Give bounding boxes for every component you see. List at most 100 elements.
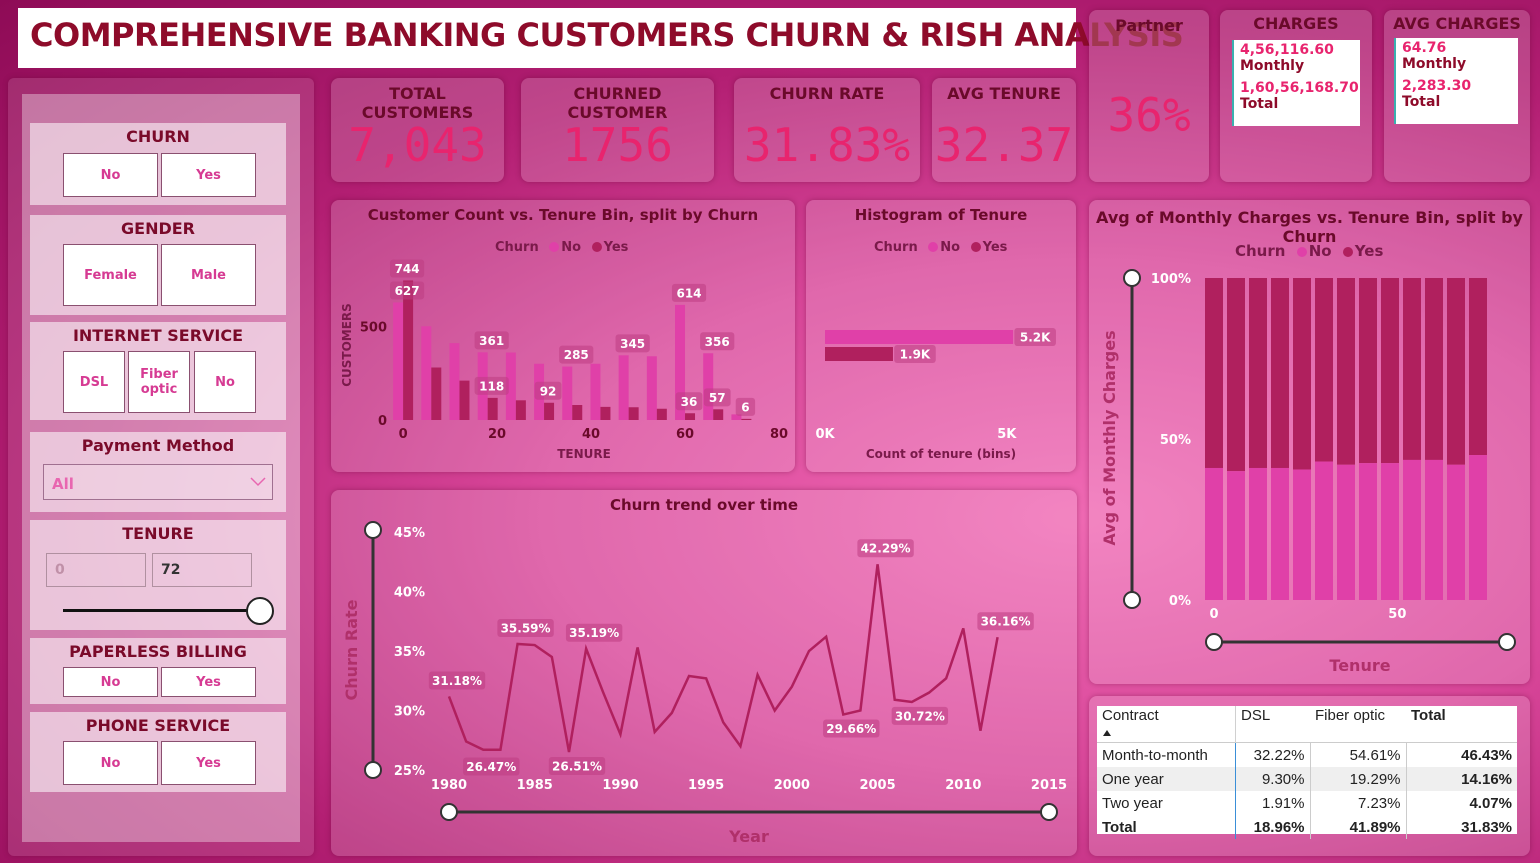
kpi-value: 31.83% [743,118,911,172]
kpi-label: CHURN RATE [769,84,885,103]
kpi-label: AVG TENURE [947,84,1061,103]
stack-bar-no [1227,471,1245,600]
gender-female-button[interactable]: Female [63,244,158,306]
matrix-cell: 54.61% [1310,742,1407,767]
data-label: 36.16% [981,615,1031,629]
matrix-cell: Total [1097,815,1236,839]
churn-yes-button[interactable]: Yes [161,153,256,197]
data-label-bg [474,331,509,350]
x-range-slider-handle [440,803,458,821]
x-tick-label: 5K [997,427,1017,442]
bar-yes [487,397,498,420]
avg-monthly-charges-card: Avg of Monthly Charges vs. Tenure Bin, s… [1089,200,1530,684]
bar-yes [544,402,555,420]
legend-no-swatch [928,242,939,252]
matrix-header-total[interactable]: Total [1411,707,1446,724]
matrix-total-row: Total 18.96% 41.89% 31.83% [1097,815,1517,839]
stack-bar-yes [1359,278,1377,464]
y-axis-label: Churn Rate [342,599,361,700]
bar-no [590,363,601,420]
internet-no-button[interactable]: No [194,351,256,413]
legend-no-label: No [561,240,582,255]
sort-ascending-icon [1103,730,1111,736]
legend-no-swatch [1296,247,1307,257]
x-tick-label: 1985 [517,778,553,793]
data-label-bg [671,283,707,302]
x-axis-label: Tenure [1329,656,1390,675]
chart-legend: Churn No Yes [495,240,628,255]
paperless-no-button[interactable]: No [63,667,158,697]
stack-bar-yes [1337,278,1355,465]
tenure-slider-handle[interactable] [246,597,274,625]
churn-no-button[interactable]: No [63,153,158,197]
x-tick-label: 2010 [945,778,981,793]
chart-title: Avg of Monthly Charges vs. Tenure Bin, s… [1096,208,1523,246]
kpi-value: 32.37 [934,118,1074,172]
slicer-title: TENURE [122,524,194,543]
y-tick-label: 100% [1151,272,1191,287]
x-tick-label: 60 [676,427,694,442]
phone-yes-button[interactable]: Yes [161,741,256,785]
matrix-header-dsl[interactable]: DSL [1241,707,1271,724]
y-axis-label: Avg of Monthly Charges [1100,330,1119,545]
stack-bar-yes [1205,278,1223,468]
y-tick-label: 50% [1160,433,1191,448]
data-label-bg [548,757,606,776]
stack-bar-no [1359,463,1377,600]
stacked-bar-chart: 0% 50% 100% 0 50 Tenure Avg of Monthly Charges [1100,269,1516,675]
stack-bar-yes [1425,278,1443,460]
data-label: 26.47% [466,760,516,774]
tenure-min-input[interactable]: 0 [46,553,146,587]
matrix-cell: 4.07% [1469,794,1512,812]
paperless-yes-button[interactable]: Yes [161,667,256,697]
x-range-slider-handle [1498,633,1516,651]
avg-charges-values: 64.76 Monthly 2,283.30 Total [1394,38,1518,124]
y-tick-label: 30% [394,705,425,720]
stack-bar-no [1337,464,1355,600]
x-tick-label: 1995 [688,778,724,793]
internet-dsl-button[interactable]: DSL [63,351,125,413]
slicer-title: GENDER [121,219,195,238]
tenure-max-input[interactable]: 72 [152,553,252,587]
matrix-cell: 32.22% [1235,742,1311,767]
y-range-slider-handle [364,761,382,779]
customer-count-bar-chart: 0 20 40 60 80 0 500 TENURE CUSTOMERS 744 627 361 118… [340,259,788,461]
data-label-bg [389,281,425,300]
matrix-header-fiber[interactable]: Fiber optic [1315,707,1386,724]
phone-service-slicer: PHONE SERVICE No Yes [30,712,286,792]
bar-yes [628,407,639,420]
bar-yes [459,380,470,420]
data-label: 285 [564,348,589,362]
bar-no [675,304,686,420]
legend-yes-label: Yes [982,240,1008,255]
kpi-avg-tenure: AVG TENURE 32.37 [932,78,1076,182]
stack-bar-yes [1293,278,1311,470]
stack-bar-yes [1315,278,1333,462]
chart-title: Customer Count vs. Tenure Bin, split by … [367,206,759,224]
gender-male-button[interactable]: Male [161,244,256,306]
y-tick-label: 0 [378,414,387,429]
internet-fiber-button[interactable]: Fiber optic [128,351,190,413]
x-tick-label: 1990 [602,778,638,793]
matrix-cell: 46.43% [1461,746,1512,764]
data-label-bg [534,381,562,400]
bar-yes [713,409,724,420]
x-tick-label: 2015 [1031,778,1067,793]
bar-no [449,343,460,420]
bar-no [646,356,657,420]
chart-legend: Churn No Yes [1235,242,1383,260]
matrix-cell: 41.89% [1310,815,1407,839]
data-label: 26.51% [552,760,602,774]
phone-no-button[interactable]: No [63,741,158,785]
y-tick-label: 45% [394,526,425,541]
data-label-bg [891,706,949,725]
charges-label: CHARGES [1253,14,1339,33]
bar-no [505,352,516,420]
data-label-bg [565,623,623,642]
bar-no [731,414,742,420]
stack-bar-yes [1447,278,1465,465]
charges-card: CHARGES 4,56,116.60 Monthly 1,60,56,168.… [1220,10,1372,182]
matrix-header-contract[interactable]: Contract [1097,706,1236,743]
matrix-cell: 9.30% [1235,767,1311,791]
payment-method-dropdown[interactable]: All [43,464,273,500]
